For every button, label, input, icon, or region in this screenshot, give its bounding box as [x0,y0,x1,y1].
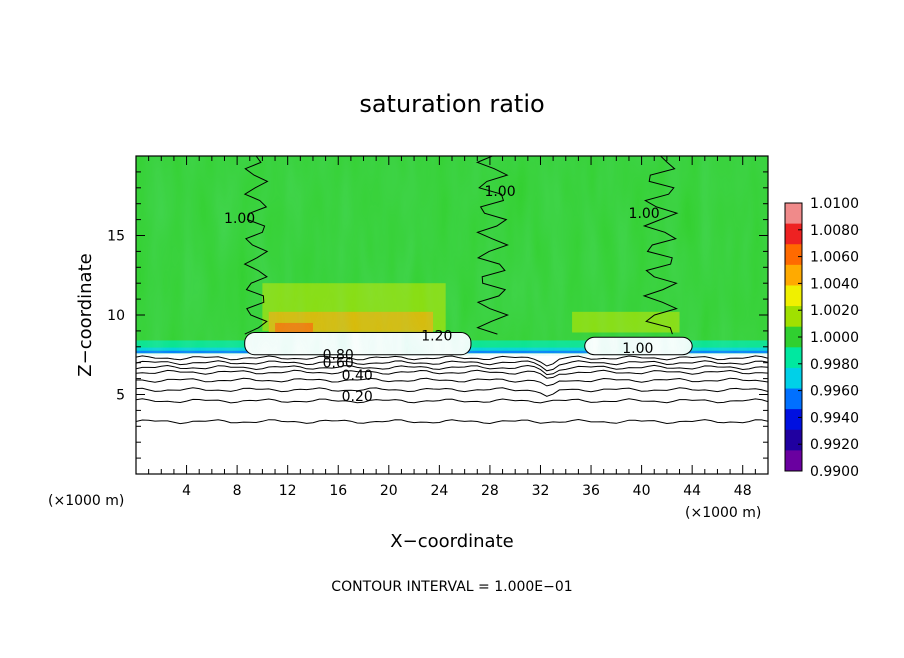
x-axis: 4 8 12 16 20 24 28 32 36 40 44 48 [148,156,756,499]
x-axis-label: X−coordinate [390,531,513,552]
y-axis: 5 10 15 [107,171,768,459]
x-tick-label-8: 8 [233,483,242,499]
colorbar-swatch-0 [785,203,802,225]
colorbar-swatch-5 [785,306,802,328]
colorbar-swatch-1 [785,223,802,245]
x-unit-left: (×1000 m) [48,493,124,509]
texture-overlay [136,156,768,356]
y-tick-label-10: 10 [107,308,125,324]
contour-label-7: 0.40 [342,368,373,384]
contour-cloud-0 [244,331,472,356]
colorbar-swatch-3 [785,264,802,286]
x-tick-label-12: 12 [279,483,297,499]
x-tick-label-32: 32 [532,483,550,499]
contour-interval-note: CONTOUR INTERVAL = 1.000E−01 [331,579,572,595]
contour-stable-0 [136,418,768,425]
x-unit-right: (×1000 m) [685,505,761,521]
contour-stable-7 [136,355,768,367]
chart-title: saturation ratio [359,90,544,118]
contour-unit-left [243,156,269,335]
x-tick-label-4: 4 [182,483,191,499]
x-tick-label-40: 40 [633,483,651,499]
colorbar-label-8: 0.9940 [810,410,859,426]
colorbar-swatch-8 [785,367,802,390]
colorbar-label-3: 1.0040 [810,276,859,292]
colorbar-swatch-12 [785,450,802,472]
y-axis-label: Z−coordinate [75,253,96,376]
contour-unit-right [642,156,679,335]
contour-label-3: 1.20 [421,328,452,344]
contour-label-2: 1.00 [629,206,660,222]
contour-label-4: 1.00 [622,341,653,357]
x-tick-label-16: 16 [329,483,347,499]
colorbar-label-5: 1.0000 [810,330,859,346]
colorbar-swatch-9 [785,388,802,410]
colorbar-label-4: 1.0020 [810,303,859,319]
contour-stable-2 [136,387,768,397]
colorbar-swatch-7 [785,347,802,369]
colorbar-swatch-6 [785,326,802,348]
colorbar-label-2: 1.0060 [810,250,859,266]
plot-area: 1.00 1.00 1.00 1.20 1.00 0.800.600.40 0.20 [136,156,768,474]
contour-labels: 1.00 1.00 1.00 1.20 1.00 0.800.600.40 0.20 [224,184,660,405]
contour-unit-middle [475,156,510,335]
contour-label-5: 0.80 [323,348,354,364]
x-tick-label-48: 48 [734,483,752,499]
colorbar-label-6: 0.9980 [810,357,859,373]
colorbar-label-10: 0.9900 [810,464,859,480]
contour-stable-1 [136,398,768,404]
y-tick-label-5: 5 [116,388,125,404]
y-tick-label-15: 15 [107,229,125,245]
contour-label-6: 0.60 [323,355,354,371]
x-tick-label-24: 24 [430,483,448,499]
contour-label-0: 1.00 [224,211,255,227]
contour-stable-3 [136,377,768,387]
colorbar-swatch-10 [785,409,802,431]
contour-label-1: 1.00 [484,184,515,200]
colorbar-label-9: 0.9920 [810,437,859,453]
contour-stable-6 [136,360,768,372]
colorbar-label-0: 1.0100 [810,196,859,212]
colorbar: 1.0100 1.0080 1.0060 1.0040 1.0020 1.0000 0.99… [784,196,859,480]
contour-label-8: 0.20 [342,389,373,405]
x-tick-label-44: 44 [683,483,701,499]
x-tick-label-20: 20 [380,483,398,499]
contour-cloud-1 [584,336,693,356]
contour-stable-5 [136,364,768,376]
colorbar-label-7: 0.9960 [810,384,859,400]
contour-lines [136,156,768,425]
x-tick-label-28: 28 [481,483,499,499]
x-tick-label-36: 36 [582,483,600,499]
colorbar-swatch-11 [785,429,802,451]
colorbar-swatch-4 [785,285,802,307]
colorbar-swatch-2 [785,244,802,266]
contour-stable-4 [136,369,768,379]
colorbar-label-1: 1.0080 [810,223,859,239]
